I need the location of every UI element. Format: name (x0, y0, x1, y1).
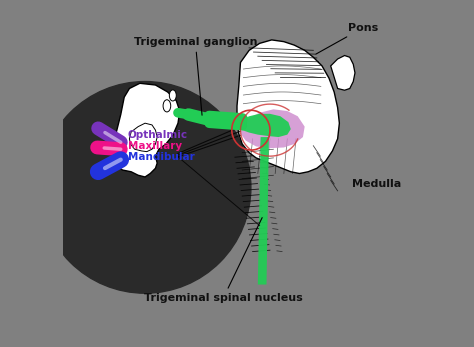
Polygon shape (258, 137, 269, 285)
Polygon shape (237, 40, 339, 174)
Polygon shape (240, 114, 291, 137)
Text: Trigeminal spinal nucleus: Trigeminal spinal nucleus (144, 218, 302, 303)
Text: Mandibular: Mandibular (128, 152, 194, 162)
Polygon shape (240, 109, 305, 148)
Circle shape (39, 82, 251, 293)
Text: Medulla: Medulla (352, 179, 401, 189)
Polygon shape (129, 123, 157, 152)
Polygon shape (112, 83, 180, 177)
Text: Opthalmic: Opthalmic (128, 130, 188, 140)
Polygon shape (331, 56, 355, 90)
Text: Trigeminal ganglion: Trigeminal ganglion (134, 37, 257, 115)
Ellipse shape (169, 90, 176, 101)
Ellipse shape (163, 100, 171, 112)
Text: Pons: Pons (316, 23, 378, 54)
Text: Maxillary: Maxillary (128, 141, 182, 151)
